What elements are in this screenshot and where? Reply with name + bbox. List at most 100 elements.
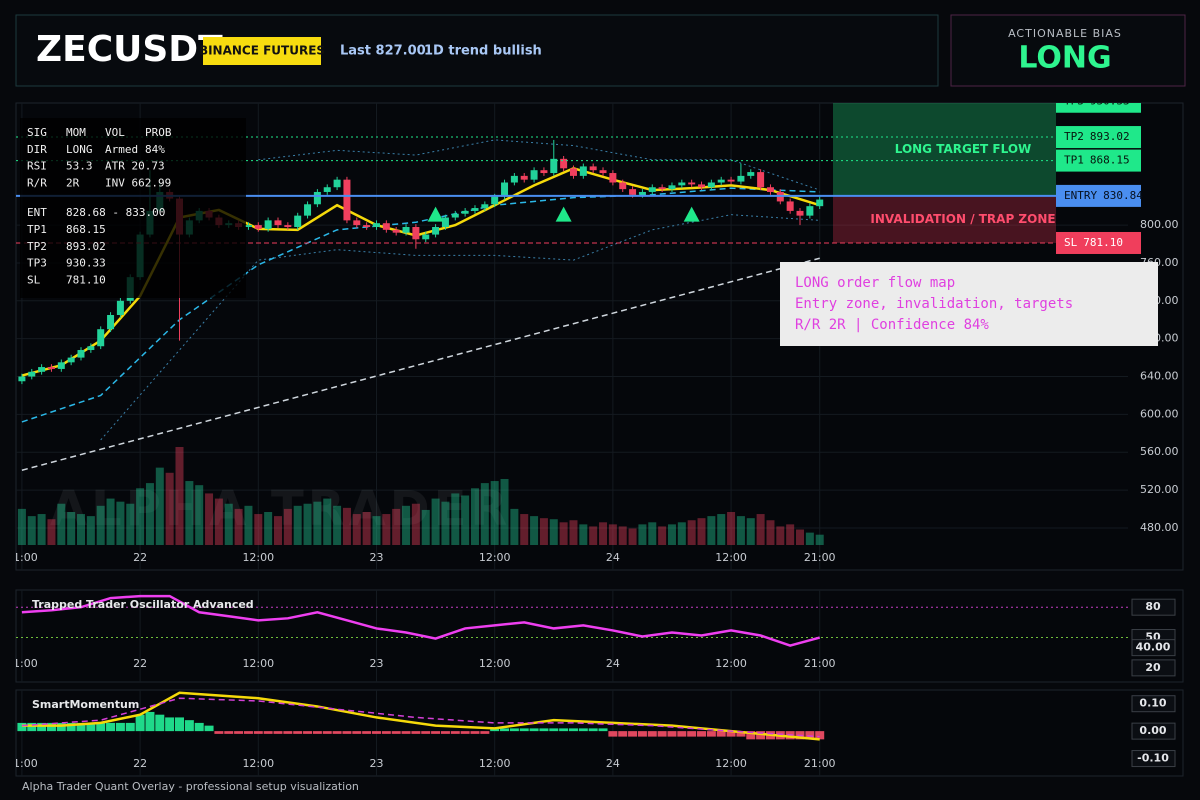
candle-body (274, 220, 282, 226)
volume-bar (638, 524, 647, 545)
note-line: LONG order flow map (795, 275, 955, 291)
level-value: 830.84 (1103, 189, 1143, 202)
info-cell: 53.3 (66, 160, 93, 173)
histogram-bar (549, 728, 559, 732)
candle-body (304, 204, 312, 216)
x-tick-label: 21:00 (6, 657, 38, 670)
signal-marker (555, 206, 572, 222)
chart: 21:00 22 12:00 23 12:00 24 12:00 21:00805040.00… (6, 590, 1176, 682)
volume-bar (234, 508, 243, 545)
candle-body (313, 191, 321, 205)
histogram-bar (322, 731, 332, 734)
candle-body (520, 175, 528, 180)
volume-bar (697, 518, 706, 545)
histogram-bar (618, 731, 628, 737)
info-cell: 828.68 - 833.00 (66, 206, 165, 219)
volume-bar (421, 509, 430, 545)
histogram-bar (647, 731, 657, 737)
candle-body (816, 199, 824, 207)
volume-bar (736, 516, 745, 545)
candle-body (28, 371, 36, 377)
histogram-bar (381, 731, 391, 734)
level-label: ENTRY 830.84 (1064, 189, 1143, 202)
histogram-bar (401, 731, 411, 734)
volume-bar (57, 503, 66, 545)
x-tick-label: 12:00 (715, 657, 747, 670)
y-tick-label: 480.00 (1140, 521, 1179, 534)
histogram-bar (519, 728, 529, 732)
x-tick-label: 24 (606, 551, 620, 564)
x-tick-label: 12:00 (715, 551, 747, 564)
histogram-bar (440, 731, 450, 734)
level-box (1056, 149, 1141, 172)
histogram-bar (391, 731, 401, 734)
candle-body (343, 179, 351, 221)
y-tick-label: 0.10 (1139, 697, 1166, 710)
y-tick-label: 800.00 (1140, 218, 1179, 231)
info-cell: R/R (27, 176, 47, 189)
volume-bar (283, 508, 292, 545)
histogram-bar (480, 731, 490, 734)
x-tick-label: 12:00 (715, 757, 747, 770)
level-label: TP3 930.33 (1064, 95, 1130, 108)
x-tick-label: 12:00 (242, 657, 274, 670)
x-tick-label: 12:00 (479, 757, 511, 770)
volume-bar (224, 503, 233, 545)
volume-bar (717, 514, 726, 545)
info-cell: 781.10 (66, 273, 106, 286)
volume-bar (323, 498, 332, 545)
candle-body (363, 225, 371, 227)
zone-label: LONG TARGET FLOW (895, 142, 1032, 156)
volume-bar (37, 514, 46, 545)
volume-bar (648, 522, 657, 545)
volume-bar (362, 511, 371, 545)
level-label: SL 781.10 (1064, 236, 1123, 249)
candle-body (372, 223, 380, 227)
candle-body (353, 220, 361, 226)
volume-bar (815, 534, 824, 545)
zone-label: INVALIDATION / TRAP ZONE (870, 212, 1055, 226)
histogram-bar (17, 722, 27, 732)
trend: 1D trend bullish (424, 44, 542, 59)
x-tick-label: 22 (133, 551, 147, 564)
volume-bar (155, 467, 164, 545)
x-tick-label: 24 (606, 757, 620, 770)
candle-body (284, 225, 292, 227)
volume-bar (539, 518, 548, 545)
candle-body (97, 329, 105, 347)
candle-body (244, 225, 252, 227)
level-value: 781.10 (1083, 236, 1123, 249)
volume-bar (599, 522, 608, 545)
histogram-bar (746, 731, 756, 740)
histogram-bar (86, 722, 96, 732)
histogram-bar (352, 731, 362, 734)
x-tick-label: 22 (133, 757, 147, 770)
candle-body (107, 315, 115, 330)
candle-body (540, 170, 548, 174)
candle-body (87, 346, 95, 351)
level-label: TP2 893.02 (1064, 130, 1130, 143)
candle-body (560, 158, 568, 169)
volume-bar (549, 519, 558, 545)
histogram-bar (115, 722, 125, 732)
info-cell: INV 662.99 (105, 176, 171, 189)
symbol: ZECUSDT (36, 29, 223, 70)
volume-bar (96, 505, 105, 545)
histogram-bar (588, 728, 598, 732)
volume-bar (589, 526, 598, 545)
signal-marker (683, 206, 700, 222)
volume-bar (382, 514, 391, 545)
histogram-bar (470, 731, 480, 734)
info-cell: 893.02 (66, 240, 106, 253)
x-tick-label: 24 (606, 657, 620, 670)
level-name: TP3 (1064, 95, 1084, 108)
histogram-bar (46, 722, 56, 732)
info-cell: RSI (27, 160, 47, 173)
level-box (1056, 103, 1141, 113)
panel-title: SmartMomentum (32, 698, 139, 711)
volume-bar (530, 516, 539, 545)
y-tick-label: 560.00 (1140, 445, 1179, 458)
info-cell: ATR 20.73 (105, 160, 165, 173)
candle-body (757, 172, 765, 188)
candle-body (47, 367, 55, 369)
